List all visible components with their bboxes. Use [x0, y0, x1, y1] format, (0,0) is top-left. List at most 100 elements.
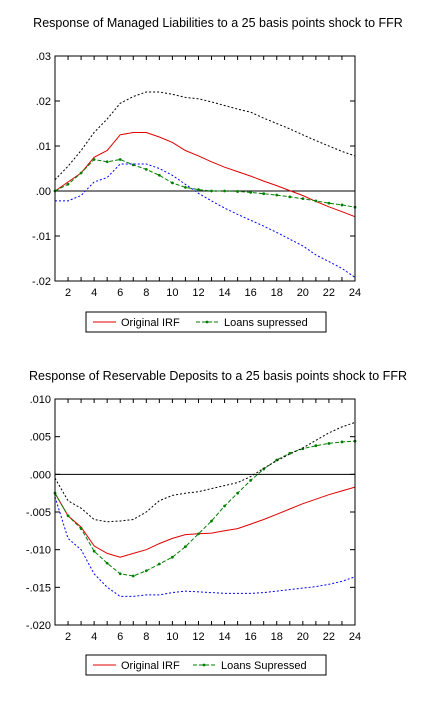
y-tick-label: -.010: [26, 545, 51, 557]
y-tick-label: -.005: [26, 507, 51, 519]
data-point: [236, 491, 240, 495]
x-tick-label: 24: [349, 287, 361, 299]
x-tick-label: 2: [65, 287, 71, 299]
x-tick-label: 6: [117, 287, 123, 299]
data-point: [79, 171, 83, 175]
y-tick-label: .010: [30, 394, 51, 406]
data-point: [340, 203, 344, 207]
data-point: [223, 504, 226, 508]
plot-frame: [54, 398, 356, 626]
data-point: [249, 478, 253, 482]
x-tick-label: 10: [166, 287, 178, 299]
plot-area: .03.02.01.00-.01-.022 4 6 8 10 12 14 16 18 20 22 24: [32, 51, 361, 299]
legend-marker-loans-suppressed: [202, 663, 206, 667]
x-tick-label: 16: [245, 631, 257, 643]
data-point: [118, 572, 122, 576]
data-point: [223, 189, 226, 193]
data-point: [157, 173, 161, 177]
x-tick-label: 16: [245, 287, 257, 299]
x-tick-label: 10: [166, 631, 178, 643]
data-point: [249, 190, 253, 194]
data-point: [197, 532, 200, 536]
data-point: [314, 199, 318, 203]
y-tick-label: .02: [36, 96, 51, 108]
x-tick-label: 2: [65, 631, 71, 643]
data-point: [184, 545, 187, 549]
data-point: [236, 190, 240, 193]
x-tick-label: 14: [218, 631, 230, 643]
x-tick-label: 8: [143, 631, 149, 643]
y-tick-label: -.020: [26, 620, 51, 632]
data-point: [105, 561, 109, 565]
data-point: [92, 549, 96, 553]
data-point: [210, 519, 213, 523]
legend: Original IRF Loans supressed: [85, 311, 327, 333]
x-tick-label: 18: [271, 631, 283, 643]
data-point: [184, 186, 187, 189]
x-tick-label: 20: [297, 631, 309, 643]
x-tick-label: 12: [192, 631, 204, 643]
x-tick-label: 20: [297, 287, 309, 299]
y-tick-label: -.015: [26, 582, 51, 594]
x-tick-label: 8: [143, 287, 149, 299]
data-point: [144, 569, 148, 573]
legend-label-original-irf: Original IRF: [121, 660, 180, 672]
lower-band-line: [54, 496, 356, 597]
data-point: [170, 181, 174, 185]
data-point: [327, 201, 331, 205]
y-tick-label: .00: [36, 186, 51, 198]
y-tick-label: .005: [30, 432, 51, 444]
data-point: [301, 197, 305, 201]
data-point: [144, 168, 148, 171]
chart-title: Response of Managed Liabilities to a 25 …: [33, 16, 403, 30]
series-line-original-irf: [54, 486, 356, 558]
y-tick-label: .000: [30, 469, 51, 481]
upper-band-line: [54, 421, 356, 523]
data-point: [275, 193, 279, 197]
data-point: [288, 195, 292, 199]
x-tick-label: 4: [91, 631, 97, 643]
chart-reservable-deposits: Response of Reservable Deposits to a 25 …: [26, 369, 407, 676]
x-tick-label: 24: [349, 631, 361, 643]
data-point: [340, 440, 344, 444]
data-point: [314, 444, 318, 448]
data-point: [131, 574, 135, 578]
x-tick-label: 12: [192, 287, 204, 299]
data-point: [66, 514, 70, 518]
legend-marker-loans-suppressed: [205, 320, 209, 324]
data-point: [197, 188, 200, 192]
data-point: [105, 160, 109, 164]
chart-title: Response of Reservable Deposits to a 25 …: [29, 369, 407, 383]
data-point: [79, 527, 83, 530]
lower-band-line: [55, 163, 356, 278]
x-tick-label: 14: [218, 287, 230, 299]
data-point: [327, 442, 331, 445]
x-tick-label: 6: [117, 631, 123, 643]
data-point: [92, 158, 96, 161]
legend: Original IRF Loans Supressed: [85, 654, 327, 676]
data-point: [210, 189, 213, 193]
data-point: [66, 182, 70, 186]
y-tick-label: -.01: [32, 231, 51, 243]
legend-label-loans-suppressed: Loans Supressed: [221, 660, 307, 672]
legend-label-loans-suppressed: Loans supressed: [224, 317, 308, 329]
y-tick-label: .03: [36, 51, 51, 63]
data-point: [262, 192, 266, 196]
plot-frame: [54, 55, 356, 282]
upper-band-line: [54, 91, 356, 181]
series-line-loans-supressed: [54, 158, 356, 208]
data-point: [157, 562, 161, 566]
chart-managed-liabilities: Response of Managed Liabilities to a 25 …: [32, 16, 403, 333]
series-line-loans-supressed: [54, 440, 356, 577]
legend-label-original-irf: Original IRF: [121, 317, 180, 329]
data-point: [118, 158, 122, 161]
x-tick-label: 22: [323, 631, 335, 643]
x-tick-label: 4: [91, 287, 97, 299]
data-point: [170, 555, 174, 559]
x-tick-label: 18: [271, 287, 283, 299]
series-line-original-irf: [54, 132, 356, 218]
y-tick-label: -.02: [32, 276, 51, 288]
y-tick-label: .01: [36, 141, 51, 153]
